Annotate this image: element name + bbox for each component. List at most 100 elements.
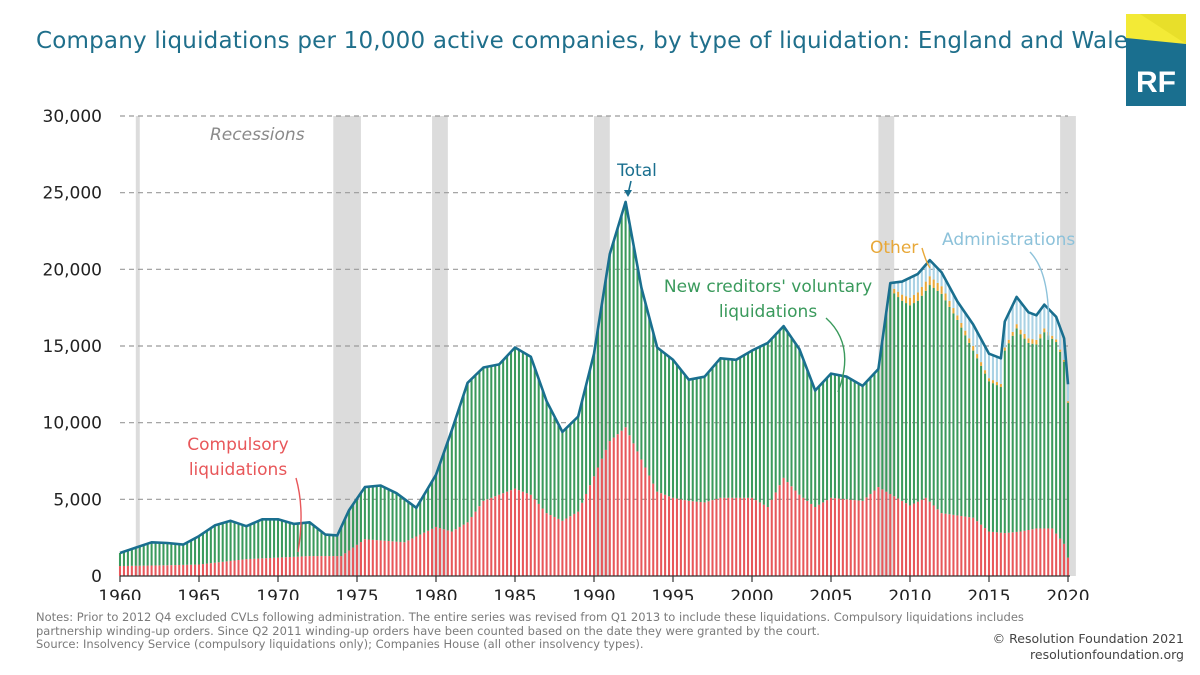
compulsory-bar	[450, 531, 453, 576]
voluntary-bar	[253, 522, 256, 559]
compulsory-bar	[273, 557, 276, 576]
voluntary-bar	[466, 382, 469, 523]
compulsory-annotation-line-1: Compulsory	[187, 435, 288, 455]
compulsory-bar	[1011, 532, 1014, 576]
administrations-bar	[1051, 312, 1054, 336]
voluntary-bar	[146, 543, 149, 566]
administrations-bar	[991, 355, 994, 381]
other-bar	[1035, 339, 1038, 345]
compulsory-bar	[130, 565, 133, 576]
voluntary-bar	[387, 489, 390, 542]
voluntary-bar	[458, 406, 461, 527]
other-bar	[940, 286, 943, 294]
administrations-bar	[956, 301, 959, 316]
source-line: Source: Insolvency Service (compulsory l…	[36, 637, 644, 651]
compulsory-bar	[150, 565, 153, 576]
voluntary-annotation-line-2: liquidations	[719, 302, 818, 322]
compulsory-bar	[664, 494, 667, 576]
compulsory-bar	[1035, 528, 1038, 576]
compulsory-bar	[561, 520, 564, 576]
compulsory-bar	[166, 565, 169, 576]
compulsory-bar	[861, 500, 864, 576]
compulsory-bar	[695, 501, 698, 576]
voluntary-bar	[695, 378, 698, 502]
voluntary-bar	[209, 528, 212, 564]
compulsory-bar	[810, 503, 813, 576]
voluntary-bar	[964, 335, 967, 517]
voluntary-bar	[391, 491, 394, 542]
voluntary-bar	[916, 300, 919, 502]
compulsory-bar	[359, 542, 362, 576]
total-arrowhead	[624, 190, 632, 197]
voluntary-bar	[490, 365, 493, 498]
administrations-bar	[944, 279, 947, 294]
voluntary-bar	[991, 383, 994, 532]
compulsory-bar	[660, 493, 663, 576]
compulsory-bar	[182, 564, 185, 576]
other-bar	[1031, 339, 1034, 344]
voluntary-bar	[292, 523, 295, 557]
compulsory-bar	[964, 516, 967, 576]
voluntary-bar	[984, 373, 987, 529]
compulsory-bar	[292, 556, 295, 576]
compulsory-bar	[616, 434, 619, 576]
compulsory-bar	[348, 550, 351, 576]
compulsory-bar	[944, 513, 947, 576]
voluntary-bar	[355, 498, 359, 545]
voluntary-bar	[284, 521, 287, 558]
voluntary-bar	[482, 367, 485, 501]
voluntary-bar	[778, 330, 781, 486]
voluntary-bar	[450, 430, 453, 532]
administrations-bar	[1019, 302, 1022, 330]
voluntary-bar	[280, 520, 283, 558]
compulsory-bar	[324, 556, 327, 576]
compulsory-bar	[379, 540, 382, 576]
compulsory-bar	[806, 500, 809, 576]
other-bar	[912, 295, 915, 304]
voluntary-bar	[735, 359, 738, 498]
other-arrow	[921, 247, 931, 269]
voluntary-bar	[348, 510, 351, 551]
voluntary-bar	[980, 365, 983, 525]
other-bar	[956, 315, 959, 320]
compulsory-bar	[960, 516, 963, 576]
compulsory-bar	[569, 516, 572, 576]
compulsory-bar	[490, 497, 493, 576]
compulsory-bar	[387, 541, 390, 576]
compulsory-bar	[288, 557, 291, 576]
y-tick-label: 15,000	[43, 337, 102, 357]
compulsory-bar	[1015, 531, 1018, 576]
voluntary-bar	[782, 326, 785, 478]
voluntary-bar	[118, 553, 122, 567]
voluntary-bar	[525, 354, 528, 494]
compulsory-bar	[999, 532, 1002, 576]
compulsory-bar	[719, 497, 722, 576]
compulsory-bar	[541, 508, 544, 576]
other-bar	[952, 308, 955, 314]
voluntary-bar	[375, 485, 378, 541]
administrations-bar	[940, 272, 943, 287]
other-bar	[1019, 329, 1022, 335]
y-tick-label: 5,000	[53, 490, 102, 510]
compulsory-bar	[920, 499, 923, 576]
voluntary-bar	[624, 201, 627, 428]
compulsory-bar	[774, 492, 777, 576]
administrations-bar	[908, 277, 912, 298]
compulsory-bar	[1039, 528, 1042, 576]
voluntary-bar	[316, 528, 319, 557]
compulsory-bar	[747, 497, 750, 576]
voluntary-bar	[679, 369, 682, 500]
other-annotation: Other	[870, 238, 918, 258]
administrations-annotation: Administrations	[942, 230, 1075, 250]
voluntary-bar	[1027, 342, 1030, 530]
y-tick-label: 30,000	[43, 107, 102, 127]
x-tick-label: 2010	[888, 587, 931, 600]
voluntary-bar	[269, 519, 272, 558]
compulsory-bar	[442, 529, 445, 576]
other-bar	[944, 293, 947, 301]
compulsory-bar	[201, 564, 204, 576]
x-tick-label: 2005	[809, 587, 852, 600]
voluntary-bar	[423, 494, 426, 533]
administrations-bar	[976, 331, 979, 355]
compulsory-bar	[940, 513, 943, 576]
